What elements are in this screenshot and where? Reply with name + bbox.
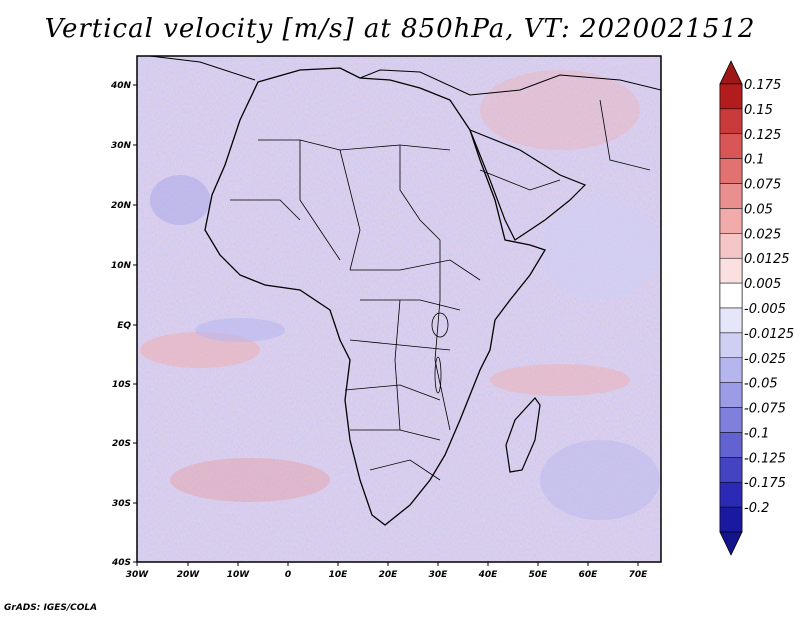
- colorbar-level-label: 0.025: [744, 227, 781, 242]
- colorbar-level-label: -0.175: [744, 476, 786, 491]
- x-tick-label: 60E: [579, 570, 599, 580]
- colorbar-bottom-arrow: [719, 531, 743, 556]
- y-axis: 40N 30N 20N 10N EQ 10S 20S 30S 40S: [110, 81, 137, 568]
- colorbar-cell: [719, 432, 743, 458]
- colorbar-top-arrow: [719, 60, 743, 85]
- colorbar-cell: [719, 332, 743, 359]
- colorbar-level-label: -0.2: [744, 501, 769, 516]
- colorbar-level-label: -0.1: [744, 426, 769, 441]
- y-tick-label: 30N: [111, 141, 132, 151]
- colorbar-cell: [719, 357, 743, 383]
- colorbar-level-label: -0.075: [744, 402, 786, 417]
- x-tick-label: 50E: [529, 570, 549, 580]
- country-borders: [230, 99, 651, 481]
- colorbar-cell: [719, 183, 743, 209]
- colorbar-level-label: 0.175: [744, 78, 781, 93]
- x-tick-label: 10W: [227, 570, 251, 580]
- colorbar-cell: [719, 282, 743, 309]
- y-tick-label: 20N: [111, 201, 132, 211]
- y-tick-label: EQ: [117, 321, 131, 331]
- africa-coastline: [204, 67, 546, 526]
- colorbar-level-label: 0.075: [744, 178, 781, 193]
- x-tick-label: 20W: [177, 570, 201, 580]
- x-tick-label: 40E: [478, 570, 499, 580]
- vertical-velocity-field: [137, 56, 661, 562]
- x-axis: 30W 20W 10W 0 10E 20E 30E 40E 50E 60E 70…: [126, 562, 648, 580]
- colorbar-cell: [719, 457, 743, 483]
- colorbar-cell: [719, 407, 743, 433]
- colorbar-cell: [719, 257, 743, 284]
- x-tick-label: 30W: [126, 570, 150, 580]
- x-tick-label: 10E: [329, 570, 349, 580]
- colorbar-cell: [719, 108, 743, 135]
- colorbar: 0.175 0.15 0.125 0.1 0.075 0.05 0.025 0.0125 0.0…: [719, 60, 794, 556]
- map-frame: [136, 55, 662, 563]
- y-tick-label: 20S: [112, 439, 131, 449]
- colorbar-level-label: -0.025: [744, 352, 786, 367]
- y-tick-label: 10S: [112, 380, 131, 390]
- x-tick-label: 20E: [379, 570, 399, 580]
- x-tick-label: 0: [285, 570, 291, 580]
- colorbar-level-label: -0.005: [744, 302, 786, 317]
- colorbar-level-label: -0.05: [744, 377, 778, 392]
- colorbar-cell: [719, 158, 743, 184]
- colorbar-level-label: 0.0125: [744, 252, 790, 267]
- y-tick-label: 40N: [110, 81, 132, 91]
- colorbar-cell: [719, 83, 743, 110]
- x-tick-label: 30E: [429, 570, 449, 580]
- y-tick-label: 10N: [111, 261, 132, 271]
- colorbar-level-label: 0.05: [744, 202, 773, 217]
- colorbar-level-label: -0.0125: [744, 327, 794, 342]
- madagascar-coastline: [505, 397, 541, 473]
- y-tick-label: 40S: [111, 558, 131, 568]
- x-tick-label: 70E: [629, 570, 649, 580]
- colorbar-level-label: 0.125: [744, 128, 781, 143]
- colorbar-cell: [719, 208, 743, 234]
- arabia-coastline: [468, 128, 587, 241]
- colorbar-cell: [719, 481, 743, 508]
- colorbar-level-label: 0.005: [744, 277, 781, 292]
- colorbar-level-label: 0.1: [744, 153, 765, 168]
- europe-asia-coastline: [149, 56, 661, 96]
- map-title: Vertical velocity [m/s] at 850hPa, VT: 2…: [44, 14, 756, 44]
- colorbar-cell: [719, 382, 743, 408]
- colorbar-cell: [719, 506, 743, 533]
- footer-credit: GrADS: IGES/COLA: [4, 603, 98, 613]
- colorbar-cell: [719, 133, 743, 159]
- colorbar-level-label: 0.15: [744, 103, 773, 118]
- colorbar-level-label: -0.125: [744, 451, 786, 466]
- y-tick-label: 30S: [112, 499, 131, 509]
- colorbar-cell: [719, 307, 743, 334]
- colorbar-cell: [719, 233, 743, 259]
